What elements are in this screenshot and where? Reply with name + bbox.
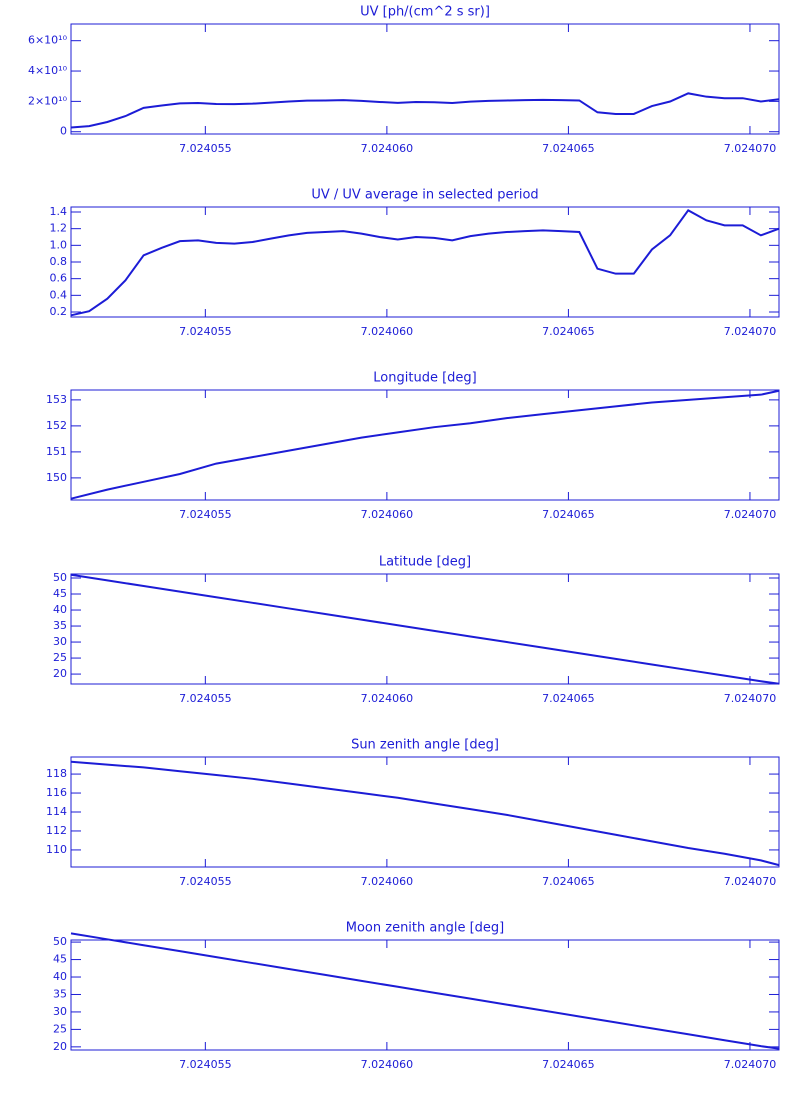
x-tick-label: 7.024070 xyxy=(724,875,777,888)
data-line xyxy=(70,209,780,317)
plot-frame xyxy=(70,756,780,868)
x-tick-label: 7.024065 xyxy=(542,692,595,705)
y-tick-label: 1.0 xyxy=(50,238,68,251)
y-tick-label: 30 xyxy=(53,1005,67,1018)
x-tick-label: 7.024065 xyxy=(542,508,595,521)
y-tick-label: 20 xyxy=(53,667,67,680)
y-tick-label: 40 xyxy=(53,970,67,983)
x-tick-label: 7.024060 xyxy=(361,142,414,155)
x-tick-label: 7.024070 xyxy=(724,692,777,705)
y-tick-label: 1.4 xyxy=(50,205,68,218)
plot-frame xyxy=(70,573,780,685)
x-tick-label: 7.024060 xyxy=(361,875,414,888)
data-line xyxy=(70,760,780,867)
x-tick-label: 7.024070 xyxy=(724,142,777,155)
chart-title: UV / UV average in selected period xyxy=(311,188,538,203)
y-tick-label: 114 xyxy=(46,805,67,818)
y-tick-label: 0 xyxy=(60,125,67,138)
y-tick-label: 0.6 xyxy=(50,272,68,285)
y-tick-label: 153 xyxy=(46,393,67,406)
y-tick-label: 0.4 xyxy=(50,288,68,301)
y-tick-label: 30 xyxy=(53,635,67,648)
plot-frame xyxy=(70,23,780,135)
x-tick-label: 7.024055 xyxy=(179,692,232,705)
data-line xyxy=(70,573,780,685)
y-tick-label: 112 xyxy=(46,824,67,837)
y-tick-label: 152 xyxy=(46,419,67,432)
y-tick-label: 1.2 xyxy=(50,222,68,235)
y-tick-label: 25 xyxy=(53,651,67,664)
data-line xyxy=(70,389,780,500)
y-tick-label: 20 xyxy=(53,1040,67,1053)
x-tick-label: 7.024060 xyxy=(361,692,414,705)
x-tick-label: 7.024070 xyxy=(724,508,777,521)
x-tick-label: 7.024055 xyxy=(179,142,232,155)
y-tick-label: 0.8 xyxy=(50,255,68,268)
chart-title: Longitude [deg] xyxy=(373,371,476,386)
y-tick-label: 6×10¹⁰ xyxy=(28,34,68,47)
x-tick-label: 7.024065 xyxy=(542,142,595,155)
x-tick-label: 7.024065 xyxy=(542,875,595,888)
y-tick-label: 45 xyxy=(53,587,67,600)
x-tick-label: 7.024055 xyxy=(179,325,232,338)
x-tick-label: 7.024055 xyxy=(179,508,232,521)
y-tick-label: 116 xyxy=(46,786,67,799)
x-tick-label: 7.024055 xyxy=(179,1058,232,1071)
x-tick-label: 7.024060 xyxy=(361,508,414,521)
y-tick-label: 2×10¹⁰ xyxy=(28,94,68,107)
y-tick-label: 35 xyxy=(53,987,67,1000)
x-tick-label: 7.024065 xyxy=(542,325,595,338)
y-tick-label: 25 xyxy=(53,1022,67,1035)
x-tick-label: 7.024060 xyxy=(361,325,414,338)
y-tick-label: 40 xyxy=(53,603,67,616)
x-tick-label: 7.024060 xyxy=(361,1058,414,1071)
y-tick-label: 150 xyxy=(46,471,67,484)
y-tick-label: 151 xyxy=(46,445,67,458)
chart-title: UV [ph/(cm^2 s sr)] xyxy=(360,5,490,20)
chart-title: Sun zenith angle [deg] xyxy=(351,738,499,753)
x-tick-label: 7.024065 xyxy=(542,1058,595,1071)
chart-title: Latitude [deg] xyxy=(379,555,471,570)
x-tick-label: 7.024070 xyxy=(724,1058,777,1071)
plot-frame xyxy=(70,389,780,501)
data-line xyxy=(70,932,780,1050)
y-tick-label: 4×10¹⁰ xyxy=(28,64,68,77)
y-tick-label: 110 xyxy=(46,843,67,856)
y-tick-label: 50 xyxy=(53,935,67,948)
y-tick-label: 45 xyxy=(53,953,67,966)
y-tick-label: 0.2 xyxy=(50,305,68,318)
x-tick-label: 7.024055 xyxy=(179,875,232,888)
y-tick-label: 35 xyxy=(53,619,67,632)
data-line xyxy=(70,92,780,129)
chart-title: Moon zenith angle [deg] xyxy=(346,921,504,936)
plot-frame xyxy=(70,939,780,1051)
x-tick-label: 7.024070 xyxy=(724,325,777,338)
plot-frame xyxy=(70,206,780,318)
y-tick-label: 50 xyxy=(53,571,67,584)
y-tick-label: 118 xyxy=(46,767,67,780)
